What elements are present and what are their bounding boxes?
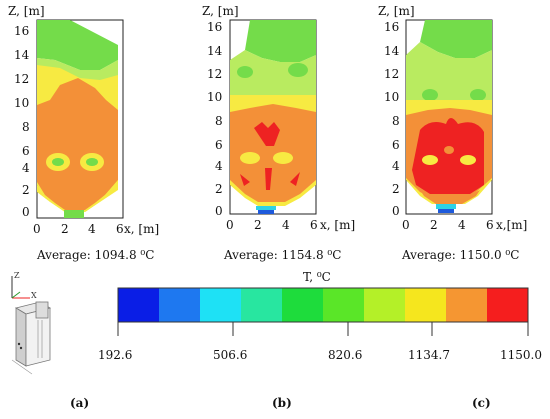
average-label: Average: 1094.8 ⁰C — [37, 248, 155, 262]
axis-orientation-icon: Z X — [11, 271, 37, 300]
x-tick: 4 — [282, 218, 290, 232]
z-axis-label: Z, [m] — [8, 4, 45, 18]
colorbar-segment — [364, 288, 406, 322]
colorbar-segment — [487, 288, 529, 322]
z-tick: 10 — [207, 90, 223, 104]
average-label: Average: 1150.0 ⁰C — [402, 248, 520, 262]
z-tick: 16 — [384, 20, 400, 34]
colorbar-tick: 192.6 — [98, 348, 133, 362]
z-tick: 6 — [22, 144, 30, 158]
z-tick: 6 — [392, 138, 400, 152]
z-tick: 8 — [22, 120, 30, 134]
z-tick: 12 — [14, 72, 30, 86]
z-tick: 6 — [215, 138, 223, 152]
colorbar-segment — [446, 288, 488, 322]
colorbar-segment — [118, 288, 160, 322]
z-tick: 0 — [392, 204, 400, 218]
z-tick: 14 — [207, 44, 223, 58]
z-tick: 16 — [207, 20, 223, 34]
colorbar-title: T, ⁰C — [303, 270, 331, 284]
colorbar-segment — [405, 288, 447, 322]
colorbar-segment — [323, 288, 365, 322]
colorbar-tick: 1134.7 — [408, 348, 450, 362]
z-tick: 4 — [22, 161, 30, 175]
z-axis-label: Z, [m] — [378, 4, 415, 18]
subfigure-label: (b) — [272, 396, 292, 410]
x-tick: 6 — [486, 218, 494, 232]
subfigure-label: (a) — [70, 396, 90, 410]
z-tick: 8 — [392, 114, 400, 128]
x-tick: 0 — [33, 222, 41, 236]
z-tick: 12 — [384, 67, 400, 81]
colorbar-segment — [200, 288, 242, 322]
colorbar-tick: 820.6 — [328, 348, 363, 362]
x-tick: 2 — [61, 222, 69, 236]
x-tick: 4 — [458, 218, 466, 232]
x-axis-label: x, [m] — [124, 222, 160, 236]
x-tick: 0 — [402, 218, 410, 232]
x-tick: 2 — [430, 218, 438, 232]
x-tick: 0 — [226, 218, 234, 232]
x-axis-label: x,[m] — [496, 218, 528, 232]
x-tick: 4 — [88, 222, 96, 236]
z-tick: 2 — [215, 182, 223, 196]
z-tick: 10 — [384, 90, 400, 104]
average-label: Average: 1154.8 ⁰C — [224, 248, 342, 262]
colorbar-segment — [282, 288, 324, 322]
colorbar-tick: 506.6 — [213, 348, 248, 362]
z-tick: 0 — [22, 205, 30, 219]
z-tick: 12 — [207, 67, 223, 81]
z-tick: 14 — [14, 48, 30, 62]
colorbar-segment — [159, 288, 201, 322]
z-tick: 10 — [14, 96, 30, 110]
z-tick: 2 — [22, 183, 30, 197]
z-tick: 0 — [215, 204, 223, 218]
z-tick: 4 — [215, 159, 223, 173]
temperature-colorbar — [117, 287, 529, 336]
x-axis-label: x, [m] — [320, 218, 356, 232]
z-tick: 16 — [14, 24, 30, 38]
colorbar-segment — [241, 288, 283, 322]
colorbar-tick: 1150.0 — [500, 348, 542, 362]
axis-z-letter: Z — [14, 271, 20, 280]
subfigure-label: (c) — [472, 396, 491, 410]
z-axis-label: Z, [m] — [202, 4, 239, 18]
z-tick: 2 — [392, 182, 400, 196]
x-tick: 6 — [310, 218, 318, 232]
z-tick: 4 — [392, 159, 400, 173]
z-tick: 14 — [384, 44, 400, 58]
z-tick: 8 — [215, 114, 223, 128]
axis-x-letter: X — [31, 291, 37, 300]
x-tick: 2 — [254, 218, 262, 232]
furnace-3d-icon — [11, 301, 52, 375]
x-tick: 6 — [116, 222, 124, 236]
